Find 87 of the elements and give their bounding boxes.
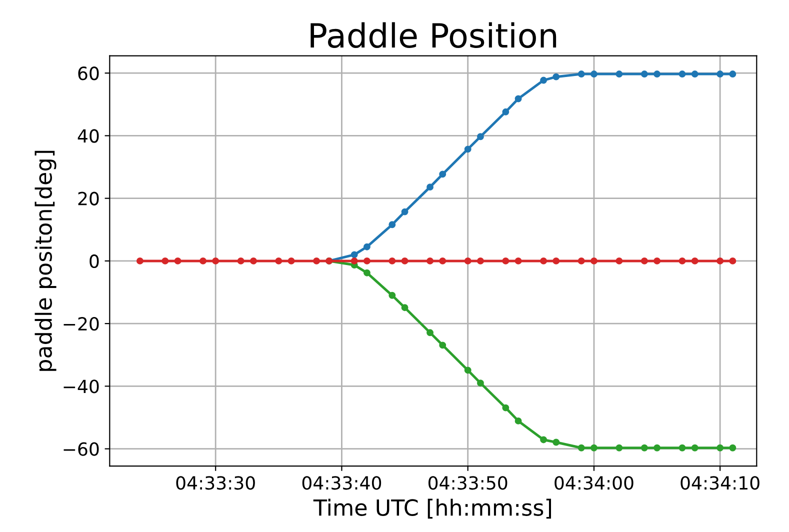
point [502, 108, 510, 116]
point [640, 444, 648, 452]
point [439, 170, 446, 178]
point [514, 257, 522, 264]
point [350, 251, 358, 258]
point [654, 70, 661, 78]
point [691, 257, 698, 264]
x-tick-label: 04:34:10 [680, 476, 760, 490]
point [540, 76, 548, 84]
point [388, 257, 396, 264]
point [313, 257, 320, 264]
point [616, 257, 623, 264]
point [136, 257, 144, 264]
point [275, 257, 282, 264]
y-tick-label: 60 [78, 66, 99, 80]
point [654, 257, 661, 264]
point [439, 257, 446, 264]
point [552, 257, 560, 264]
point [552, 73, 560, 80]
point [616, 444, 623, 452]
point [729, 70, 736, 78]
point [237, 257, 244, 264]
point [678, 257, 686, 264]
x-tick-label: 04:34:00 [554, 476, 634, 490]
point [678, 70, 686, 78]
point [578, 444, 585, 452]
point [476, 380, 484, 387]
point [590, 257, 598, 264]
point [464, 146, 472, 153]
point [401, 304, 408, 312]
y-tick-label: 20 [78, 192, 99, 206]
point [401, 257, 408, 264]
x-tick-label: 04:33:30 [176, 476, 255, 490]
point [716, 444, 724, 452]
point [363, 269, 370, 276]
y-tick-label: −40 [64, 380, 99, 394]
point [350, 257, 358, 264]
y-tick-label: 0 [90, 254, 99, 268]
chart-title: Paddle Position [310, 22, 556, 48]
point [640, 257, 648, 264]
point [476, 133, 484, 140]
x-tick-label: 04:33:40 [302, 476, 382, 490]
point [426, 329, 434, 336]
point [729, 444, 736, 452]
point [426, 184, 434, 191]
point [716, 70, 724, 78]
point [502, 404, 510, 412]
point [250, 257, 257, 264]
y-axis-title: paddle positon[deg] [34, 150, 56, 371]
y-tick-label: −60 [64, 442, 99, 456]
point [691, 70, 698, 78]
point [578, 70, 585, 78]
point [654, 444, 661, 452]
point [200, 257, 206, 264]
point [388, 221, 396, 228]
point [464, 257, 472, 264]
point [578, 257, 585, 264]
point [616, 70, 623, 78]
point [590, 444, 598, 452]
point [552, 438, 560, 446]
y-tick-label: 40 [78, 129, 99, 143]
y-tick-label: −20 [64, 317, 99, 331]
point [691, 444, 698, 452]
point [540, 436, 548, 444]
x-axis-title: Time UTC [hh:mm:ss] [313, 498, 551, 519]
point [514, 95, 522, 102]
point [401, 208, 408, 216]
point [502, 257, 510, 264]
point [476, 257, 484, 264]
point [212, 257, 220, 264]
point [174, 257, 182, 264]
point [729, 257, 736, 264]
point [640, 70, 648, 78]
point [439, 342, 446, 349]
point [540, 257, 548, 264]
point [388, 292, 396, 299]
point [363, 243, 370, 250]
point [426, 257, 434, 264]
point [716, 257, 724, 264]
x-tick-label: 04:33:50 [428, 476, 508, 490]
point [678, 444, 686, 452]
point [162, 257, 169, 264]
point [464, 366, 472, 374]
point [590, 70, 598, 78]
point [288, 257, 295, 264]
point [363, 257, 370, 264]
point [514, 417, 522, 424]
